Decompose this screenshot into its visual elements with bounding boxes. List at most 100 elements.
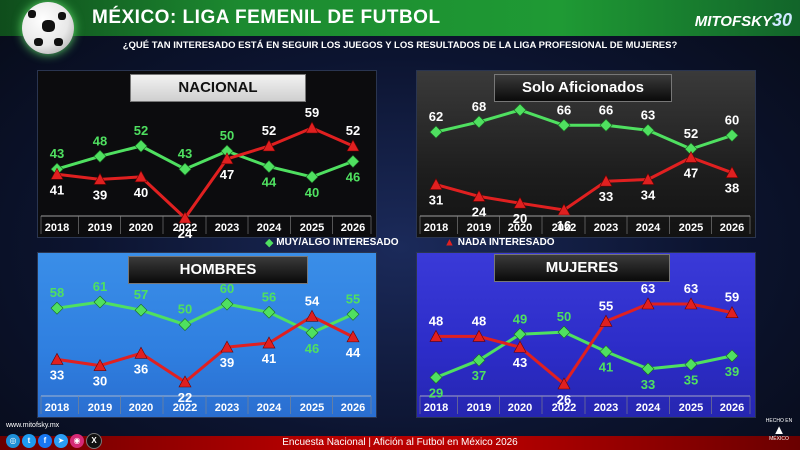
data-point-nada <box>220 152 234 165</box>
data-point-interesado <box>684 358 698 371</box>
data-label-nada: 39 <box>220 355 234 370</box>
website-link[interactable]: www.mitofsky.mx <box>6 422 60 429</box>
x-icon[interactable]: X <box>86 433 102 449</box>
x-tick-label: 2023 <box>594 402 618 414</box>
data-point-nada <box>346 139 360 152</box>
chart-hombres: 2018 2019 2020 2022 2023 2024 2025 2026 58 33 61 30… <box>40 279 372 414</box>
data-point-nada <box>134 346 148 359</box>
series-line-nada <box>436 302 733 386</box>
footer-bar <box>0 436 800 450</box>
data-label-nada: 38 <box>725 181 739 196</box>
data-point-nada <box>557 377 571 390</box>
data-point-nada <box>93 172 107 185</box>
data-point-interesado <box>262 305 276 319</box>
data-label-interesado: 56 <box>262 289 276 304</box>
social-icons: ◎ t f ➤ ◉ X <box>6 430 104 449</box>
data-point-nada <box>641 297 655 310</box>
data-point-interesado <box>134 303 148 317</box>
x-tick-label: 2020 <box>129 222 153 234</box>
data-point-interesado <box>262 160 276 173</box>
hecho-bottom-text: MÉXICO <box>769 436 789 442</box>
data-point-nada <box>599 174 613 187</box>
data-point-nada <box>429 329 443 342</box>
data-point-interesado <box>599 345 613 358</box>
data-point-interesado <box>725 349 739 363</box>
x-tick-label: 2023 <box>215 222 239 234</box>
data-point-interesado <box>472 115 486 129</box>
data-label-nada: 48 <box>429 313 443 328</box>
data-point-nada <box>178 375 192 388</box>
x-tick-label: 2018 <box>424 222 448 234</box>
data-label-nada: 24 <box>472 204 487 219</box>
hecho-en-mexico-seal: HECHO EN ▲ MÉXICO <box>764 418 794 448</box>
data-label-nada: 22 <box>178 390 192 405</box>
series-line-nada <box>56 314 354 384</box>
web-icon[interactable]: ◎ <box>6 434 20 448</box>
data-label-interesado: 50 <box>557 309 571 324</box>
data-label-nada: 36 <box>134 361 148 376</box>
series-line-interesado <box>435 330 733 379</box>
data-point-nada <box>472 329 486 342</box>
x-tick-label: 2026 <box>720 402 744 414</box>
panel-title-nacional: NACIONAL <box>130 74 306 102</box>
data-label-interesado: 48 <box>93 133 107 148</box>
data-label-interesado: 39 <box>725 364 739 379</box>
data-point-interesado <box>429 125 443 139</box>
data-label-nada: 47 <box>684 165 698 180</box>
data-point-interesado <box>178 318 192 331</box>
x-tick-label: 2026 <box>341 402 365 414</box>
data-label-nada: 41 <box>50 182 64 197</box>
telegram-icon[interactable]: ➤ <box>54 434 68 448</box>
x-tick-label: 2025 <box>679 402 703 414</box>
data-label-interesado: 50 <box>220 128 234 143</box>
data-label-nada: 39 <box>93 187 107 202</box>
data-label-nada: 52 <box>346 123 360 138</box>
data-point-nada <box>93 358 107 371</box>
data-label-interesado: 66 <box>557 102 571 117</box>
data-label-interesado: 49 <box>513 311 527 326</box>
data-point-nada <box>178 211 192 224</box>
data-point-interesado <box>50 301 64 315</box>
x-tick-label: 2018 <box>45 222 69 234</box>
chart-solo-aficionados: 2018 2019 2020 2022 2023 2024 2025 2026 62 31 68 24… <box>419 87 751 234</box>
data-label-nada: 47 <box>220 167 234 182</box>
data-label-interesado: 57 <box>134 287 148 302</box>
hecho-mark-icon: ▲ <box>772 422 786 437</box>
brand-name: MITOFSKY <box>694 13 772 30</box>
data-label-nada: 63 <box>641 281 655 296</box>
data-label-nada: 59 <box>725 290 739 305</box>
data-label-nada: 34 <box>641 187 656 202</box>
twitter-icon[interactable]: t <box>22 434 36 448</box>
data-point-nada <box>684 297 698 310</box>
brand-anniversary: 30 <box>771 10 792 30</box>
survey-question: ¿QUÉ TAN INTERESADO ESTÁ EN SEGUIR LOS J… <box>122 40 678 51</box>
data-label-interesado: 61 <box>93 279 107 294</box>
data-point-interesado <box>220 297 234 311</box>
footer-text: Encuesta Nacional | Afición al Futbol en… <box>282 437 518 448</box>
data-label-interesado: 62 <box>429 109 443 124</box>
data-point-nada <box>599 314 613 327</box>
x-tick-label: 2022 <box>552 222 576 234</box>
data-point-nada <box>262 139 276 152</box>
brand-logo: MITOFSKY30 <box>695 10 792 31</box>
instagram-icon[interactable]: ◉ <box>70 434 84 448</box>
data-label-interesado: 43 <box>50 146 64 161</box>
x-tick-label: 2019 <box>467 222 491 234</box>
data-point-interesado <box>641 362 655 376</box>
data-point-nada <box>50 352 64 365</box>
soccer-ball-icon <box>22 2 74 54</box>
x-tick-label: 2026 <box>720 222 744 234</box>
data-label-interesado: 35 <box>684 373 698 388</box>
data-point-nada <box>513 340 527 353</box>
x-tick-label: 2023 <box>215 402 239 414</box>
x-tick-label: 2025 <box>300 222 324 234</box>
data-point-interesado <box>134 139 148 153</box>
data-point-interesado <box>93 149 107 163</box>
data-label-interesado: 43 <box>178 146 192 161</box>
facebook-icon[interactable]: f <box>38 434 52 448</box>
x-tick-label: 2019 <box>467 402 491 414</box>
data-label-nada: 44 <box>346 345 361 360</box>
x-tick-label: 2026 <box>341 222 365 234</box>
data-label-interesado: 40 <box>305 185 319 200</box>
